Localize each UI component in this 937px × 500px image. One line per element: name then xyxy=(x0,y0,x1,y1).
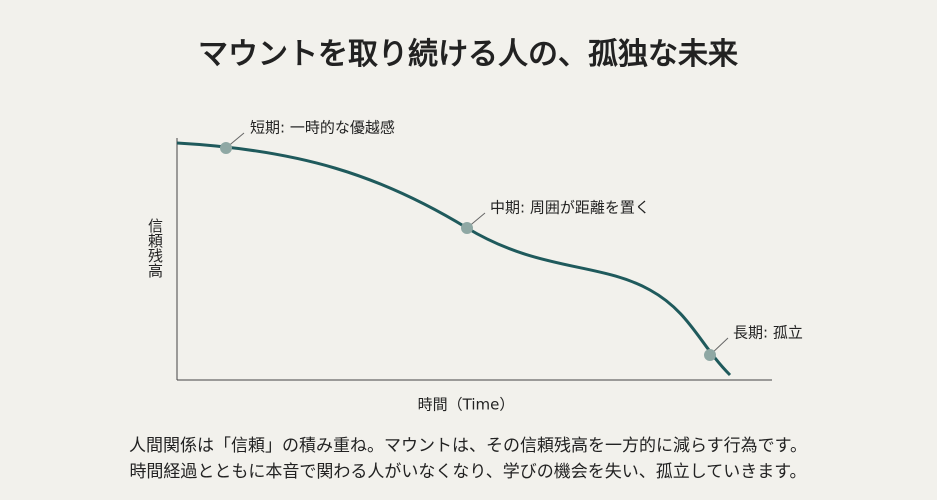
annotation: 中期: 周囲が距離を置く xyxy=(490,199,650,217)
annotation: 長期: 孤立 xyxy=(733,324,803,342)
x-axis-label: 時間（Time） xyxy=(418,396,515,414)
description-line: 時間経過とともに本音で関わる人がいなくなり、学びの機会を失い、孤立していきます。 xyxy=(129,462,806,482)
title: マウントを取り続ける人の、孤独な未来 xyxy=(198,37,738,72)
trust-curve xyxy=(176,141,732,377)
point xyxy=(461,222,473,234)
annotation: 短期: 一時的な優越感 xyxy=(250,119,395,137)
description-line: 人間関係は「信頼」の積み重ね。マウントは、その信頼残高を一方的に減らす行為です。 xyxy=(129,436,807,456)
point xyxy=(704,349,716,361)
y-axis-label: 信頼残高 xyxy=(146,218,164,278)
point xyxy=(220,142,232,154)
